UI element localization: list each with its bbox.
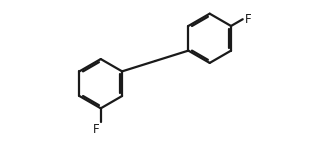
Text: F: F [245,13,251,26]
Text: F: F [93,123,99,136]
